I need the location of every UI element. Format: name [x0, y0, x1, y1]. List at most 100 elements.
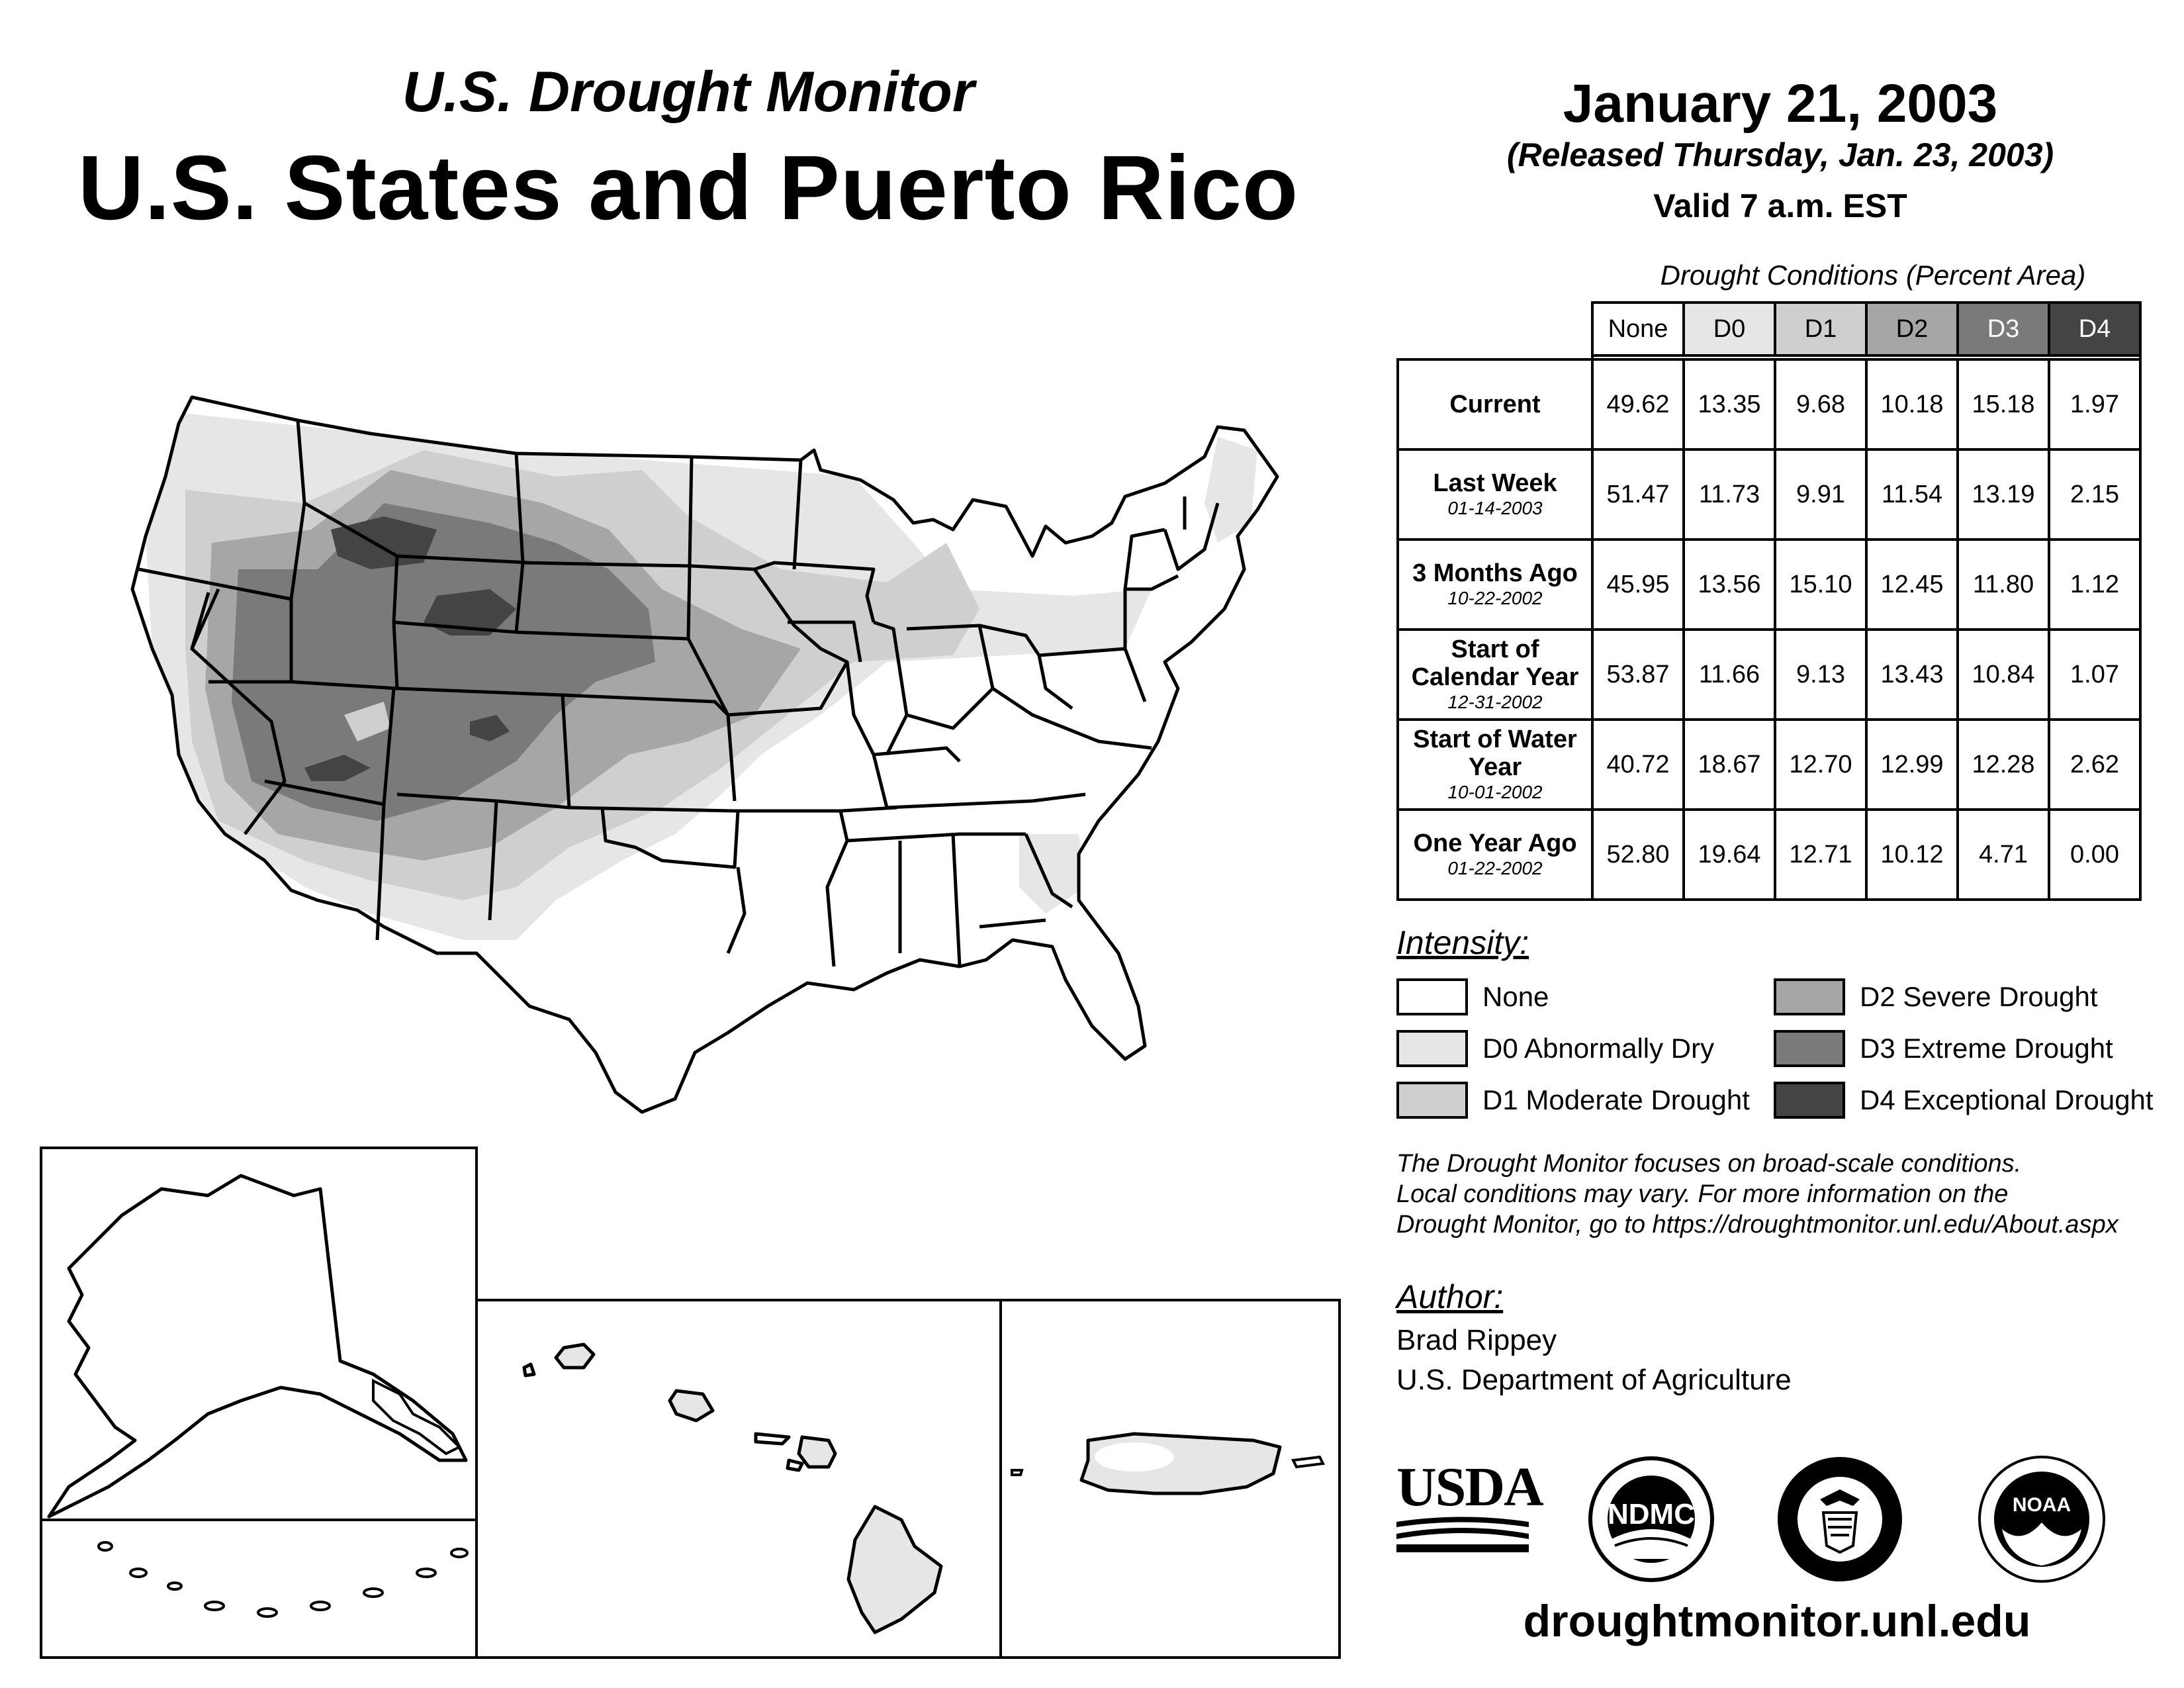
conus-map: [130, 395, 1279, 1114]
hawaii-map: [522, 1342, 943, 1634]
row-date: 01-14-2003: [1447, 498, 1543, 518]
col-header-d1: D1: [1774, 301, 1868, 357]
row-date: 10-22-2002: [1447, 588, 1543, 608]
table-cell: 15.18: [1956, 358, 2050, 451]
commerce-seal-icon: [1778, 1457, 1902, 1581]
table-cell: 10.18: [1865, 358, 1959, 451]
table-cell: 9.13: [1774, 628, 1868, 721]
row-label: Last Week 01-14-2003: [1396, 448, 1594, 541]
usda-hills-icon: [1396, 1517, 1529, 1552]
disclaimer-note: The Drought Monitor focuses on broad-sca…: [1396, 1150, 2118, 1239]
table-cell: 10.12: [1865, 808, 1959, 901]
website-url[interactable]: droughtmonitor.unl.edu: [1523, 1596, 2031, 1646]
row-label: Current: [1396, 358, 1594, 451]
table-cell: 13.35: [1682, 358, 1776, 451]
valid-time: Valid 7 a.m. EST: [1653, 187, 1907, 224]
table-cell: 4.71: [1956, 808, 2050, 901]
table-cell: 15.10: [1774, 538, 1868, 631]
table-cell: 51.47: [1591, 448, 1685, 541]
table-row: 3 Months Ago 10-22-2002 45.95 13.56 15.10…: [1396, 538, 2142, 631]
legend-item-d4: D4 Exceptional Drought: [1774, 1082, 2154, 1119]
legend-swatch: [1396, 1030, 1468, 1067]
commerce-seal-logo: [1774, 1453, 1906, 1585]
table-cell: 1.12: [2048, 538, 2142, 631]
col-header-d0: D0: [1682, 301, 1776, 357]
legend-swatch: [1396, 1082, 1468, 1119]
row-label: Start of Water Year 10-01-2002: [1396, 718, 1594, 811]
legend-swatch: [1396, 978, 1468, 1015]
table-cell: 10.84: [1956, 628, 2050, 721]
table-row: Start of Calendar Year 12-31-2002 53.87 1…: [1396, 628, 2142, 721]
legend-item-d3: D3 Extreme Drought: [1774, 1030, 2113, 1067]
author-title: Author:: [1396, 1278, 1504, 1315]
table-cell: 13.56: [1682, 538, 1776, 631]
map-title: U.S. States and Puerto Rico: [77, 137, 1299, 239]
usda-logo: USDA: [1396, 1460, 1544, 1559]
drought-conditions-table: None D0 D1 D2 D3 D4 Current 49.62 13.35 …: [1396, 301, 2142, 901]
table-row: Start of Water Year 10-01-2002 40.72 18.6…: [1396, 718, 2142, 811]
legend-swatch: [1774, 1082, 1845, 1119]
table-row: Last Week 01-14-2003 51.47 11.73 9.91 11.…: [1396, 448, 2142, 541]
hawaii-inset: [475, 1299, 1002, 1659]
col-header-d4: D4: [2048, 301, 2142, 357]
row-label: 3 Months Ago 10-22-2002: [1396, 538, 1594, 631]
table-cell: 12.71: [1774, 808, 1868, 901]
table-cell: 12.70: [1774, 718, 1868, 811]
release-date: (Released Thursday, Jan. 23, 2003): [1506, 136, 2054, 173]
table-cell: 18.67: [1682, 718, 1776, 811]
row-date: 01-22-2002: [1447, 858, 1543, 878]
map-subtitle: U.S. Drought Monitor: [402, 60, 975, 124]
table-cell: 13.19: [1956, 448, 2050, 541]
table-cell: 13.43: [1865, 628, 1959, 721]
valid-date: January 21, 2003: [1563, 73, 1998, 134]
col-header-d2: D2: [1865, 301, 1959, 357]
legend-item-none: None: [1396, 978, 1549, 1015]
state-boundaries: [130, 395, 1279, 1114]
legend-item-d1: D1 Moderate Drought: [1396, 1082, 1750, 1119]
col-header-none: None: [1591, 301, 1685, 357]
table-cell: 9.68: [1774, 358, 1868, 451]
row-date: 12-31-2002: [1447, 692, 1543, 712]
table-cell: 11.73: [1682, 448, 1776, 541]
legend-swatch: [1774, 978, 1845, 1015]
table-cell: 45.95: [1591, 538, 1685, 631]
legend-title: Intensity:: [1396, 924, 1529, 961]
table-cell: 40.72: [1591, 718, 1685, 811]
noaa-logo: NOAA: [1976, 1453, 2108, 1585]
table-cell: 12.28: [1956, 718, 2050, 811]
table-cell: 2.62: [2048, 718, 2142, 811]
table-cell: 11.66: [1682, 628, 1776, 721]
alaska-map: [42, 1174, 475, 1618]
table-cell: 52.80: [1591, 808, 1685, 901]
alaska-inset: [40, 1147, 478, 1659]
table-cell: 2.15: [2048, 448, 2142, 541]
ndmc-logo: NDMC: [1585, 1453, 1717, 1585]
table-cell: 1.07: [2048, 628, 2142, 721]
table-cell: 12.99: [1865, 718, 1959, 811]
table-cell: 1.97: [2048, 358, 2142, 451]
author-name: Brad Rippey: [1396, 1324, 1557, 1356]
author-org: U.S. Department of Agriculture: [1396, 1364, 1792, 1396]
legend-swatch: [1774, 1030, 1845, 1067]
table-cell: 11.80: [1956, 538, 2050, 631]
legend-item-d0: D0 Abnormally Dry: [1396, 1030, 1714, 1067]
table-cell: 49.62: [1591, 358, 1685, 451]
puerto-rico-map: [1011, 1432, 1326, 1495]
puerto-rico-inset: [999, 1299, 1341, 1659]
table-cell: 9.91: [1774, 448, 1868, 541]
table-cell: 12.45: [1865, 538, 1959, 631]
table-caption: Drought Conditions (Percent Area): [1660, 259, 2086, 291]
table-row: Current 49.62 13.35 9.68 10.18 15.18 1.9…: [1396, 358, 2142, 451]
col-header-d3: D3: [1956, 301, 2050, 357]
table-cell: 0.00: [2048, 808, 2142, 901]
row-date: 10-01-2002: [1447, 782, 1543, 802]
table-row: One Year Ago 01-22-2002 52.80 19.64 12.71…: [1396, 808, 2142, 901]
table-cell: 19.64: [1682, 808, 1776, 901]
table-cell: 11.54: [1865, 448, 1959, 541]
legend-item-d2: D2 Severe Drought: [1774, 978, 2098, 1015]
ndmc-seal-icon: [1588, 1456, 1714, 1582]
table-cell: 53.87: [1591, 628, 1685, 721]
row-label: One Year Ago 01-22-2002: [1396, 808, 1594, 901]
row-label: Start of Calendar Year 12-31-2002: [1396, 628, 1594, 721]
noaa-seagull-icon: [1978, 1456, 2105, 1583]
